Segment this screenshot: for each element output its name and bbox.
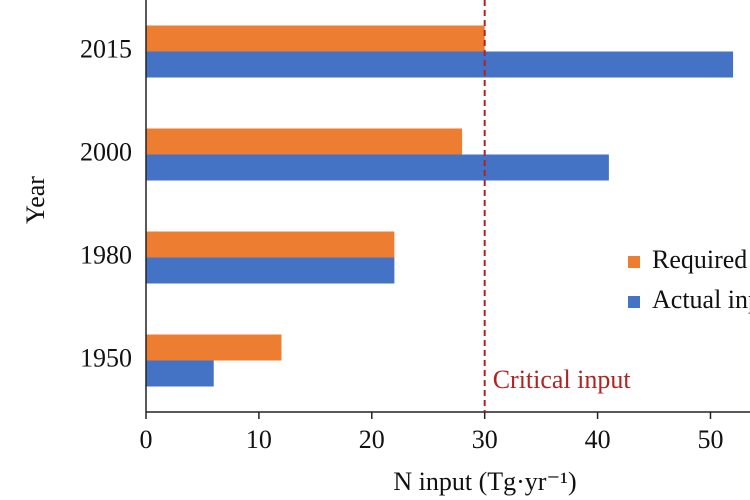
y-tick-label: 1980: [80, 240, 132, 269]
x-tick-label: 30: [472, 425, 498, 454]
bar: [146, 334, 282, 361]
bar: [146, 51, 734, 78]
legend-label: Required input: [652, 245, 750, 274]
bar: [146, 257, 395, 284]
y-axis-title: Year: [21, 176, 50, 224]
x-tick-label: 50: [697, 425, 723, 454]
x-tick-label: 20: [359, 425, 385, 454]
legend-label: Actual input: [652, 285, 750, 314]
bar: [146, 128, 463, 155]
legend-swatch: [628, 296, 640, 308]
y-tick-label: 2015: [80, 34, 132, 63]
legend-swatch: [628, 256, 640, 268]
y-tick-label: 2000: [80, 137, 132, 166]
bar: [146, 360, 214, 387]
bar: [146, 231, 395, 258]
x-tick-label: 0: [140, 425, 153, 454]
x-axis-title: N input (Tg·yr⁻¹): [393, 467, 576, 496]
y-tick-label: 1950: [80, 343, 132, 372]
bar: [146, 154, 609, 181]
x-tick-label: 10: [246, 425, 272, 454]
bar: [146, 25, 485, 52]
x-tick-label: 40: [585, 425, 611, 454]
reference-label: Critical input: [493, 365, 632, 394]
